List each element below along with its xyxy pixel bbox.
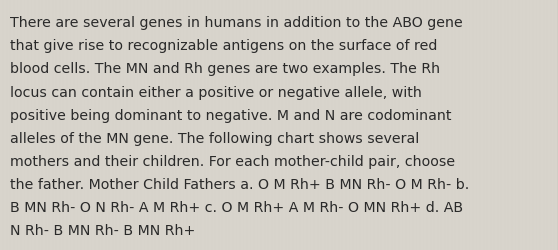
- Text: that give rise to recognizable antigens on the surface of red: that give rise to recognizable antigens …: [10, 39, 437, 53]
- Text: locus can contain either a positive or negative allele, with: locus can contain either a positive or n…: [10, 85, 422, 99]
- Text: the father. Mother Child Fathers a. O M Rh+ B MN Rh- O M Rh- b.: the father. Mother Child Fathers a. O M …: [10, 177, 469, 191]
- Text: alleles of the MN gene. The following chart shows several: alleles of the MN gene. The following ch…: [10, 131, 419, 145]
- Text: blood cells. The MN and Rh genes are two examples. The Rh: blood cells. The MN and Rh genes are two…: [10, 62, 440, 76]
- Text: mothers and their children. For each mother-child pair, choose: mothers and their children. For each mot…: [10, 154, 455, 168]
- Text: There are several genes in humans in addition to the ABO gene: There are several genes in humans in add…: [10, 16, 463, 30]
- Text: B MN Rh- O N Rh- A M Rh+ c. O M Rh+ A M Rh- O MN Rh+ d. AB: B MN Rh- O N Rh- A M Rh+ c. O M Rh+ A M …: [10, 200, 463, 214]
- Text: N Rh- B MN Rh- B MN Rh+: N Rh- B MN Rh- B MN Rh+: [10, 223, 195, 237]
- Text: positive being dominant to negative. M and N are codominant: positive being dominant to negative. M a…: [10, 108, 451, 122]
